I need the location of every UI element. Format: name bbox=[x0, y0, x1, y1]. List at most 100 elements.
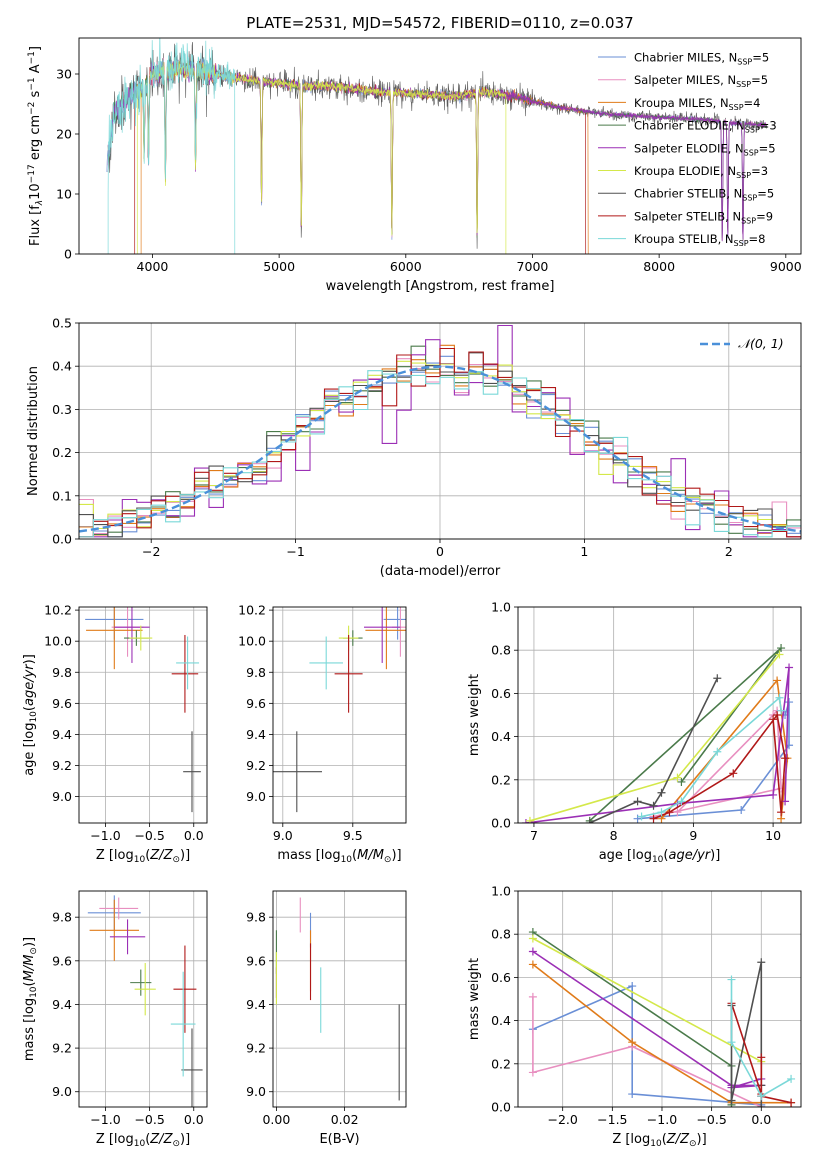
mass-vs-metallicity-panel: −1.0 −0.5 0.09.09.29.49.69.8Z [log10(Z/Z⊙)… bbox=[22, 890, 208, 1149]
weight-marker-1 bbox=[528, 992, 537, 1001]
weight-marker-5 bbox=[673, 773, 682, 782]
y-tick-label: 0.2 bbox=[491, 1056, 511, 1071]
weight-line-0 bbox=[532, 984, 762, 1106]
weight-marker-4 bbox=[528, 947, 537, 956]
x-axis-label: age [log10(age/yr)] bbox=[599, 848, 721, 865]
y-tick-label: 10.0 bbox=[238, 634, 266, 649]
legend-label: Kroupa ELODIE, NSSP=3 bbox=[634, 164, 768, 180]
y-axis-label-part: ( bbox=[22, 981, 37, 986]
y-axis-label-part: s bbox=[28, 90, 43, 101]
legend-label: Kroupa MILES, NSSP=4 bbox=[634, 96, 760, 112]
weight-marker-0 bbox=[785, 698, 794, 707]
weight-marker-8 bbox=[677, 797, 686, 806]
weight-marker-7 bbox=[649, 814, 658, 823]
x-tick-label: −2.0 bbox=[548, 1112, 578, 1127]
weight-marker-6 bbox=[757, 958, 766, 967]
x-tick-label: 7000 bbox=[517, 259, 549, 274]
x-axis-label-part: ( bbox=[663, 848, 668, 863]
x-tick-label: 4000 bbox=[137, 259, 169, 274]
x-axis-label-part: (data-model)/error bbox=[380, 564, 501, 579]
y-tick-label: 9.8 bbox=[52, 910, 72, 925]
x-axis-label-part: Z [log bbox=[96, 1132, 134, 1147]
legend-text: =5 bbox=[751, 73, 768, 87]
x-axis-label-part: )] bbox=[391, 848, 401, 863]
mass-vs-ebv-panel: 0.00 0.02 9.0 9.2 9.4 9.6 9.8 E(B-V) bbox=[246, 890, 407, 1147]
y-tick-label: 0.6 bbox=[491, 686, 511, 701]
y-tick-label: 9.2 bbox=[246, 758, 266, 773]
x-tick-label: −0.5 bbox=[134, 1112, 164, 1127]
y-axis-label-part: −17 bbox=[27, 164, 37, 183]
x-tick-label: −1.0 bbox=[90, 1112, 120, 1127]
plot-area bbox=[273, 607, 406, 813]
axes-frame bbox=[78, 890, 208, 1108]
legend-text: =9 bbox=[756, 209, 773, 223]
weight-marker-6 bbox=[727, 1096, 736, 1105]
x-axis-label-part: Z/Z bbox=[666, 1132, 690, 1147]
x-axis-label: Z [log10(Z/Z⊙)] bbox=[96, 1132, 190, 1149]
x-axis-label-part: age [log bbox=[599, 848, 652, 863]
y-tick-label: 9.4 bbox=[52, 727, 72, 742]
y-axis-label-part: age [log bbox=[22, 723, 37, 776]
legend-sub: SSP bbox=[745, 126, 760, 135]
y-tick-label: 0.0 bbox=[52, 532, 72, 547]
legend-text: =5 bbox=[752, 51, 769, 65]
axes-frame bbox=[517, 890, 802, 1108]
y-axis-label-part: M/M bbox=[22, 955, 37, 982]
plot-area bbox=[528, 928, 796, 1107]
y-axis-label-part: λ bbox=[35, 200, 45, 206]
y-tick-label: 0.2 bbox=[52, 445, 72, 460]
weight-marker-6 bbox=[633, 797, 642, 806]
legend-text: Salpeter STELIB, N bbox=[634, 209, 741, 223]
y-tick-label: 0.4 bbox=[52, 359, 72, 374]
y-tick-label: 0.8 bbox=[491, 643, 511, 658]
x-tick-label: 0.00 bbox=[262, 1112, 290, 1127]
y-tick-label: 0.4 bbox=[491, 729, 511, 744]
y-tick-label: 9.0 bbox=[246, 1084, 266, 1099]
weight-marker-8 bbox=[787, 1074, 796, 1083]
x-axis-label-part: ⊙ bbox=[172, 1139, 180, 1149]
residual-histogram-panel: −2 −1 0 1 2 0.0 0.1 0.2 0.3 0.4 0.5 𝒩(0, 1) (data-mo… bbox=[26, 316, 802, 579]
x-tick-label: 2 bbox=[725, 544, 733, 559]
x-tick-label: −0.5 bbox=[696, 1112, 726, 1127]
y-tick-label: 9.4 bbox=[52, 997, 72, 1012]
weight-marker-0 bbox=[628, 982, 637, 991]
y-axis-label-part: )] bbox=[22, 937, 37, 947]
weight-marker-6 bbox=[757, 1103, 766, 1107]
age-vs-metallicity-panel: −1.0 −0.5 0.0 9.0 9.2 9.4 9.6 9.8 10.0 10.2 Z [log… bbox=[22, 603, 208, 865]
x-axis-label-part: Z [log bbox=[96, 848, 134, 863]
x-tick-label: −1.0 bbox=[647, 1112, 677, 1127]
y-axis-label-part: mass weight bbox=[467, 958, 482, 1040]
legend-sub: SSP bbox=[737, 58, 752, 67]
x-tick-label: 7 bbox=[530, 828, 538, 843]
x-axis-label-part: M/M bbox=[357, 848, 384, 863]
x-axis-label-part: wavelength [Angstrom, rest frame] bbox=[326, 279, 555, 294]
y-axis-label: mass weight bbox=[467, 674, 482, 756]
figure-title: PLATE=2531, MJD=54572, FIBERID=0110, z=0… bbox=[246, 14, 633, 32]
x-tick-label: 9.0 bbox=[273, 828, 293, 843]
plot-area bbox=[521, 644, 794, 823]
weight-vs-metallicity-panel: −2.0 −1.5 −1.0 −0.5 0.0 0.0 0.2 0.4 0.6 0.8 1.0 Z [… bbox=[467, 884, 802, 1149]
y-axis-label: Flux [fλ10−17 erg cm−2 s−1 A−1] bbox=[27, 46, 45, 246]
weight-marker-8 bbox=[713, 747, 722, 756]
weight-line-5 bbox=[529, 653, 781, 822]
y-tick-label: 9.4 bbox=[246, 727, 266, 742]
x-axis-label-part: 10 bbox=[134, 855, 146, 865]
y-tick-label: 0.3 bbox=[52, 402, 72, 417]
x-tick-label: −1.0 bbox=[90, 828, 120, 843]
x-tick-label: −1 bbox=[286, 544, 304, 559]
x-axis-label: E(B-V) bbox=[319, 1132, 359, 1147]
x-tick-label: 6000 bbox=[390, 259, 422, 274]
legend-label: Kroupa STELIB, NSSP=8 bbox=[634, 232, 765, 248]
y-axis-label-part: 10 bbox=[28, 183, 43, 200]
y-tick-label: 0.4 bbox=[491, 1013, 511, 1028]
y-tick-label: 0.8 bbox=[491, 927, 511, 942]
weight-marker-4 bbox=[785, 663, 794, 672]
plot-area bbox=[275, 897, 400, 1101]
plot-area bbox=[79, 324, 801, 538]
y-axis-label-part: ( bbox=[22, 706, 37, 711]
legend-sub: SSP bbox=[734, 239, 749, 248]
x-axis-label-part: Z/Z bbox=[149, 848, 173, 863]
x-tick-label: 9 bbox=[689, 828, 697, 843]
y-axis-label-part: erg cm bbox=[28, 115, 43, 164]
y-tick-label: 0 bbox=[64, 247, 72, 262]
